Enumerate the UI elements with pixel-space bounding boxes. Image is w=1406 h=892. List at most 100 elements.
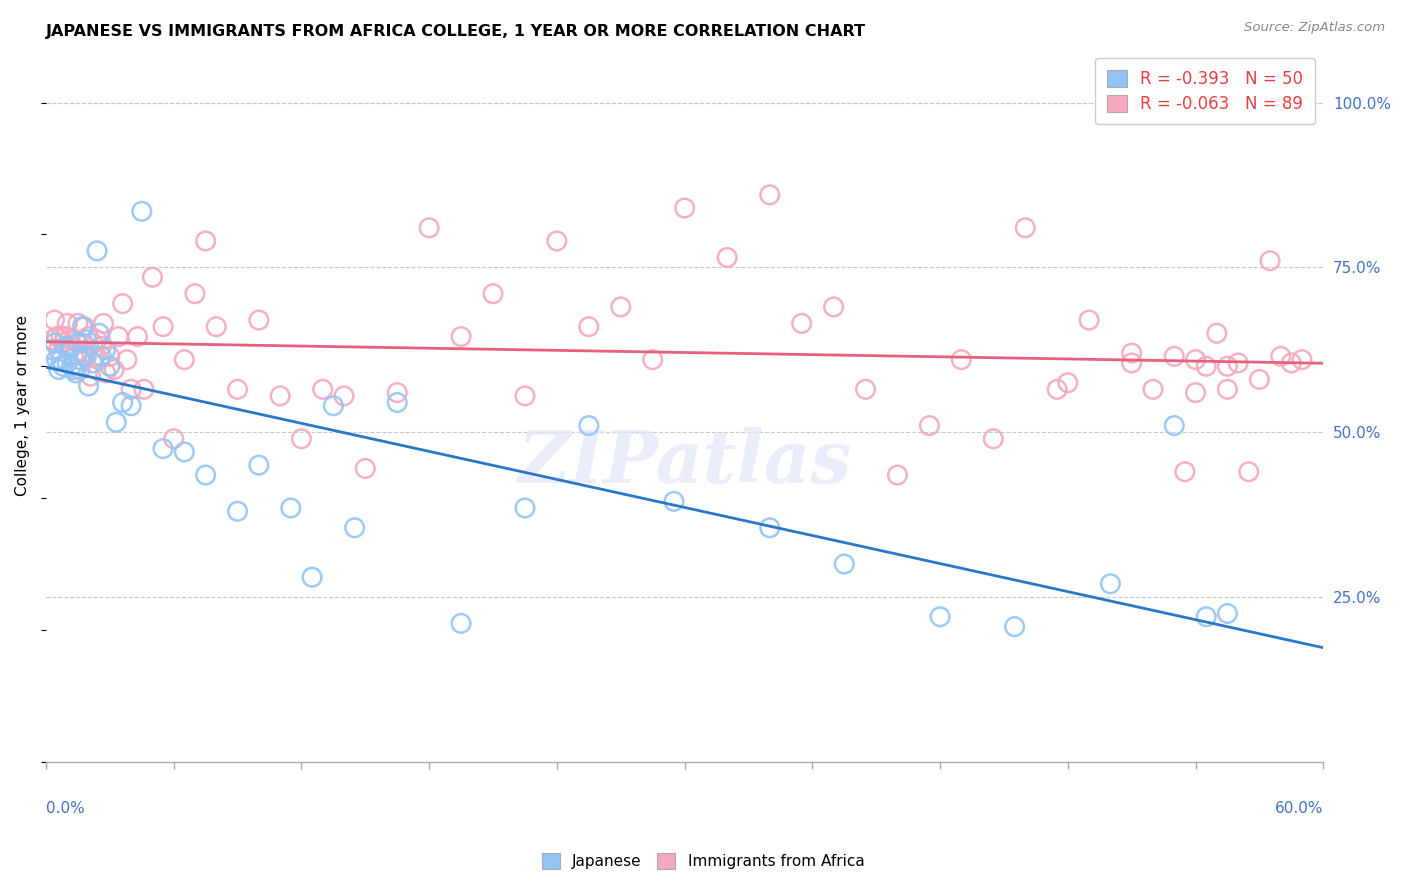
Point: [173, 445, 195, 459]
Point: [981, 432, 1004, 446]
Point: [56, 356, 79, 370]
Point: [662, 494, 685, 508]
Point: [343, 521, 366, 535]
Point: [610, 300, 633, 314]
Point: [247, 313, 270, 327]
Point: [513, 500, 536, 515]
Point: [62, 349, 84, 363]
Point: [77, 379, 100, 393]
Point: [1121, 356, 1143, 370]
Point: [45, 329, 67, 343]
Point: [107, 329, 129, 343]
Point: [387, 385, 409, 400]
Point: [950, 352, 973, 367]
Point: [131, 204, 153, 219]
Point: [82, 356, 104, 370]
Point: [1249, 372, 1271, 386]
Point: [45, 352, 67, 367]
Text: Source: ZipAtlas.com: Source: ZipAtlas.com: [1244, 21, 1385, 35]
Legend: R = -0.393   N = 50, R = -0.063   N = 89: R = -0.393 N = 50, R = -0.063 N = 89: [1095, 58, 1315, 125]
Point: [312, 382, 335, 396]
Point: [918, 418, 941, 433]
Point: [1163, 418, 1185, 433]
Point: [98, 349, 121, 363]
Point: [90, 339, 112, 353]
Point: [1258, 253, 1281, 268]
Point: [482, 286, 505, 301]
Point: [75, 333, 97, 347]
Point: [75, 349, 97, 363]
Point: [163, 432, 186, 446]
Point: [70, 336, 93, 351]
Point: [82, 336, 104, 351]
Point: [301, 570, 323, 584]
Point: [52, 336, 75, 351]
Point: [44, 336, 66, 351]
Point: [86, 244, 108, 258]
Point: [929, 609, 952, 624]
Point: [1014, 220, 1036, 235]
Point: [89, 326, 111, 341]
Point: [69, 352, 91, 367]
Point: [1195, 359, 1218, 374]
Point: [152, 442, 174, 456]
Point: [73, 319, 96, 334]
Point: [98, 359, 121, 374]
Point: [716, 251, 738, 265]
Point: [56, 317, 79, 331]
Point: [1142, 382, 1164, 396]
Point: [1174, 465, 1197, 479]
Point: [322, 399, 344, 413]
Point: [103, 362, 125, 376]
Point: [93, 317, 115, 331]
Point: [66, 317, 89, 331]
Text: 0.0%: 0.0%: [46, 801, 84, 816]
Point: [141, 270, 163, 285]
Point: [73, 349, 96, 363]
Point: [823, 300, 845, 314]
Point: [1237, 465, 1260, 479]
Point: [247, 458, 270, 472]
Point: [1099, 576, 1122, 591]
Point: [173, 352, 195, 367]
Point: [1046, 382, 1069, 396]
Point: [758, 521, 780, 535]
Point: [127, 329, 149, 343]
Point: [886, 468, 908, 483]
Point: [84, 349, 107, 363]
Point: [48, 343, 70, 357]
Point: [89, 352, 111, 367]
Point: [1184, 352, 1206, 367]
Point: [269, 389, 291, 403]
Point: [52, 359, 75, 374]
Point: [1056, 376, 1078, 390]
Point: [53, 329, 76, 343]
Text: ZIPatlas: ZIPatlas: [517, 427, 852, 499]
Point: [832, 557, 855, 571]
Point: [77, 329, 100, 343]
Point: [758, 187, 780, 202]
Point: [578, 319, 600, 334]
Point: [58, 343, 80, 357]
Point: [418, 220, 440, 235]
Point: [641, 352, 664, 367]
Point: [387, 395, 409, 409]
Point: [354, 461, 377, 475]
Text: JAPANESE VS IMMIGRANTS FROM AFRICA COLLEGE, 1 YEAR OR MORE CORRELATION CHART: JAPANESE VS IMMIGRANTS FROM AFRICA COLLE…: [46, 24, 866, 39]
Point: [70, 319, 93, 334]
Point: [152, 319, 174, 334]
Point: [280, 500, 302, 515]
Point: [66, 336, 89, 351]
Point: [1216, 607, 1239, 621]
Point: [44, 313, 66, 327]
Point: [855, 382, 877, 396]
Point: [65, 366, 87, 380]
Point: [94, 366, 117, 380]
Legend: Japanese, Immigrants from Africa: Japanese, Immigrants from Africa: [536, 847, 870, 875]
Text: 60.0%: 60.0%: [1275, 801, 1323, 816]
Point: [41, 343, 63, 357]
Point: [290, 432, 312, 446]
Point: [1184, 385, 1206, 400]
Point: [194, 468, 217, 483]
Point: [111, 395, 134, 409]
